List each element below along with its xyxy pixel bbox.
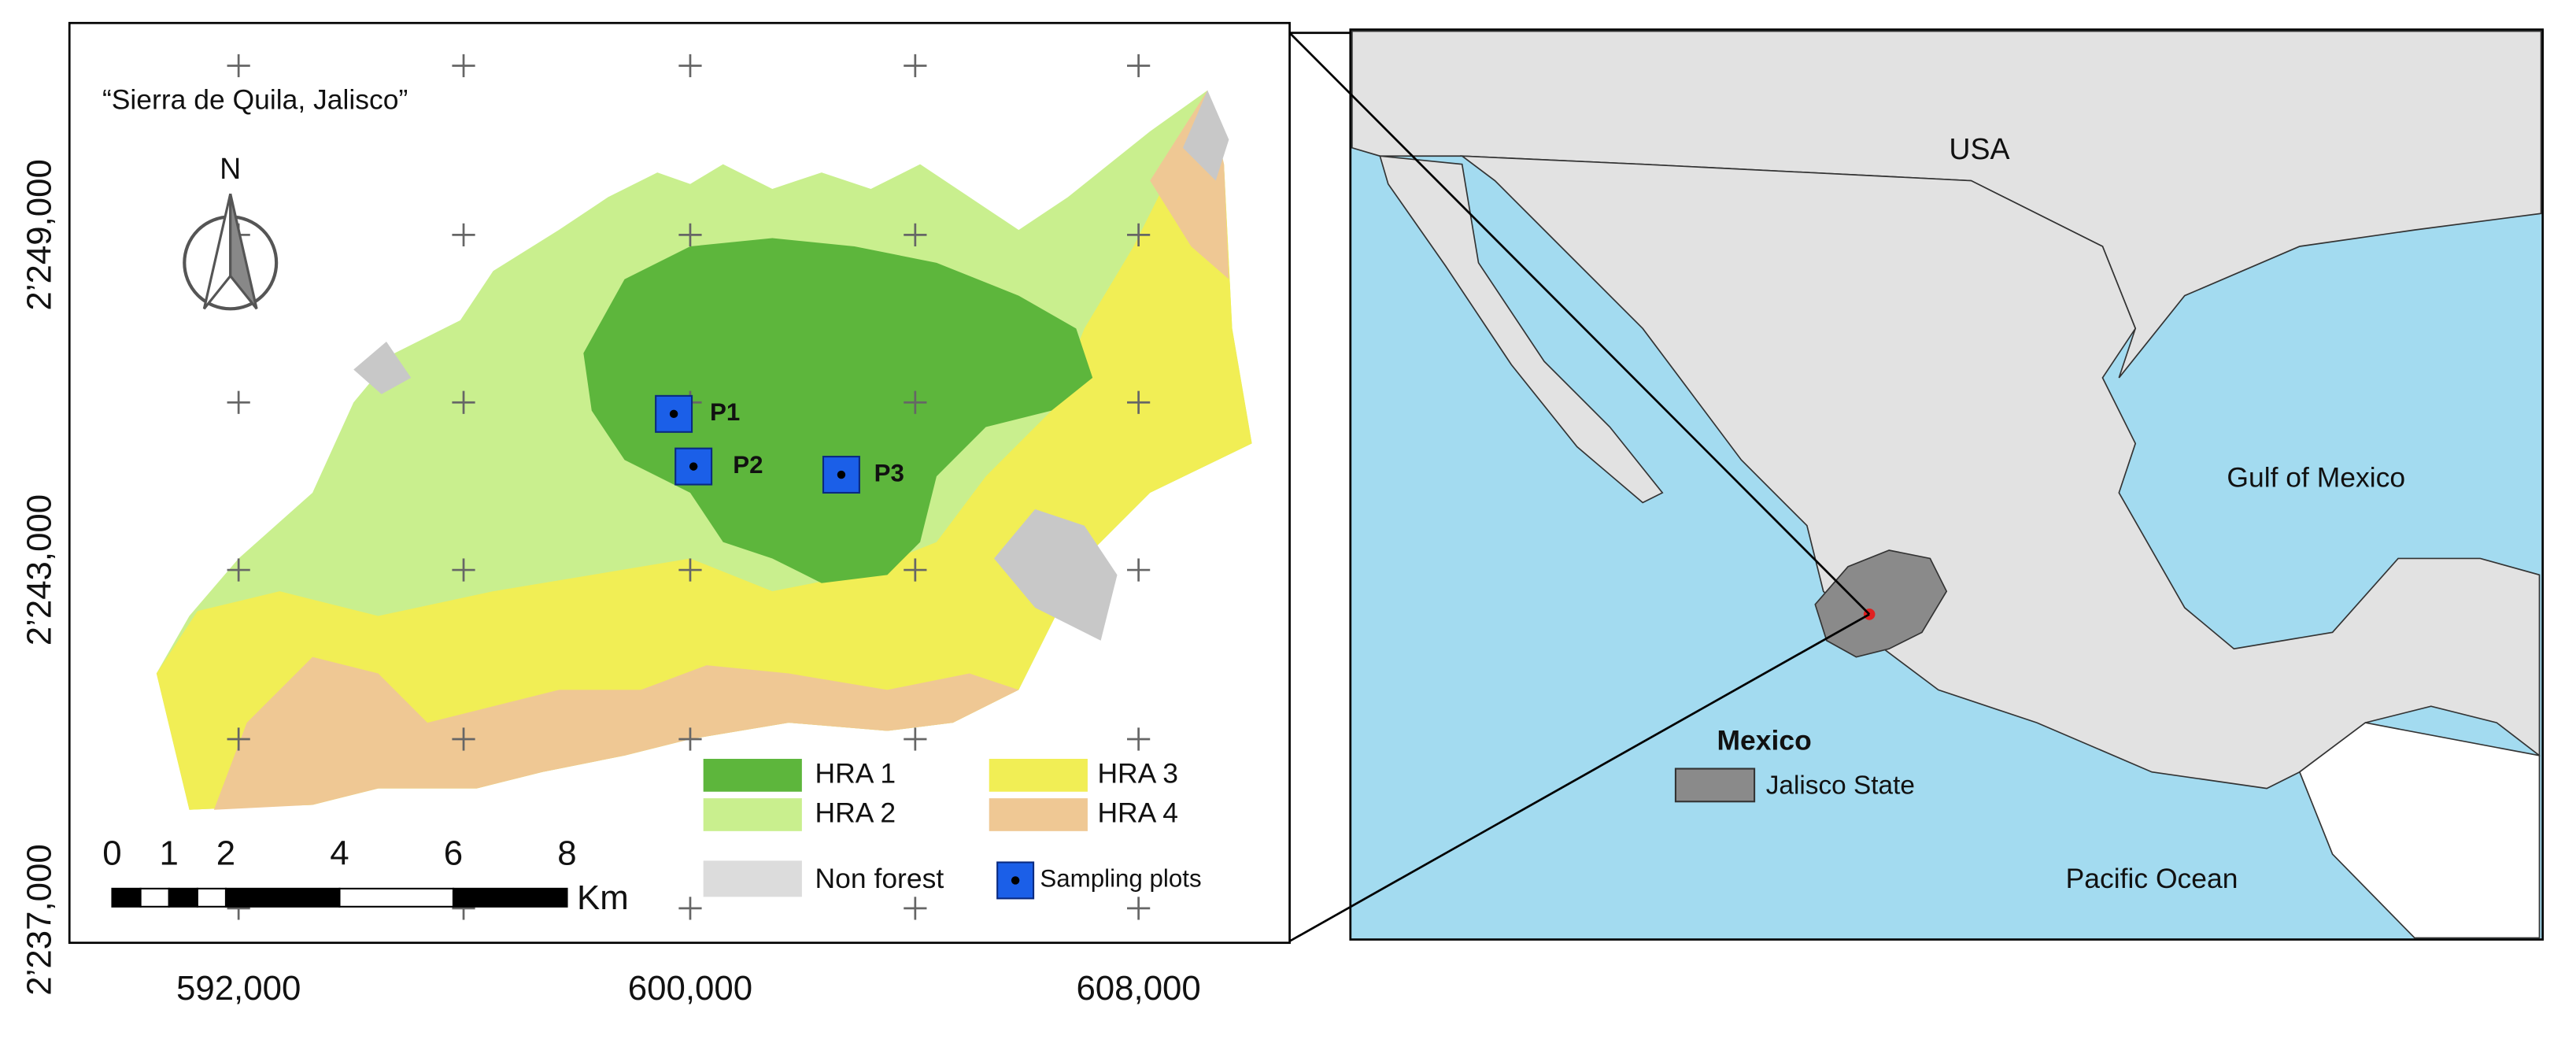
legend-swatch xyxy=(1674,767,1756,803)
scale-segment xyxy=(452,887,568,908)
y-label: 2’249,000 xyxy=(20,159,58,310)
scale-tick-label: 2 xyxy=(216,834,235,873)
north-arrow: N xyxy=(183,152,279,311)
plot-label: P1 xyxy=(710,398,740,426)
grid-crosses xyxy=(227,54,1151,920)
x-label: 608,000 xyxy=(1076,969,1200,1008)
x-label: 592,000 xyxy=(176,969,301,1008)
non-forest-3 xyxy=(353,342,412,394)
non-forest-1 xyxy=(993,509,1118,641)
scale-tick-label: 6 xyxy=(444,834,463,873)
connector-lines xyxy=(1288,31,1871,942)
scale-segment xyxy=(338,887,455,908)
legend-label: HRA 3 xyxy=(1097,757,1178,789)
hra3-area xyxy=(156,147,1252,810)
legend-label: Sampling plots xyxy=(1040,865,1201,893)
y-label: 2’237,000 xyxy=(20,844,58,995)
legend-label: Non forest xyxy=(815,863,944,894)
legend-label: HRA 1 xyxy=(815,757,896,789)
scale-tick-label: 4 xyxy=(330,834,349,873)
north-label: N xyxy=(220,152,241,185)
scale-segment xyxy=(168,887,198,908)
scale-bar: 0 1 2 4 6 8Km xyxy=(102,834,628,917)
countries xyxy=(1351,30,2542,939)
legend-label: HRA 2 xyxy=(815,797,896,828)
scale-unit: Km xyxy=(577,878,629,917)
scale-tick-label: 8 xyxy=(557,834,576,873)
scale-tick-label: 1 xyxy=(160,834,179,873)
legend-label: Jalisco State xyxy=(1766,771,1915,800)
y-label: 2’243,000 xyxy=(20,494,58,645)
scale-segment xyxy=(111,887,142,908)
plot-label: P2 xyxy=(733,451,763,479)
plot-label: P3 xyxy=(874,459,904,486)
legend-label: HRA 4 xyxy=(1097,797,1178,828)
hra1-area xyxy=(583,238,1093,583)
region-label: USA xyxy=(1949,132,2009,165)
map-title: “Sierra de Quila, Jalisco” xyxy=(102,84,408,116)
region-label: Pacific Ocean xyxy=(2066,863,2238,894)
hra4-area xyxy=(213,656,1019,810)
legend: HRA 1 HRA 2 Non forest HRA 3 HRA 4 Sampl… xyxy=(703,757,1202,900)
scale-segment xyxy=(139,887,170,908)
plots: P1 P2 P3 xyxy=(655,394,904,494)
scale-tick-label: 0 xyxy=(102,834,121,873)
scale-segment xyxy=(196,887,227,908)
region-label: Gulf of Mexico xyxy=(2227,462,2405,494)
scale-segment xyxy=(224,887,341,908)
non-forest-2 xyxy=(1182,90,1229,181)
x-label: 600,000 xyxy=(628,969,752,1008)
region-label: Mexico xyxy=(1717,725,1811,756)
